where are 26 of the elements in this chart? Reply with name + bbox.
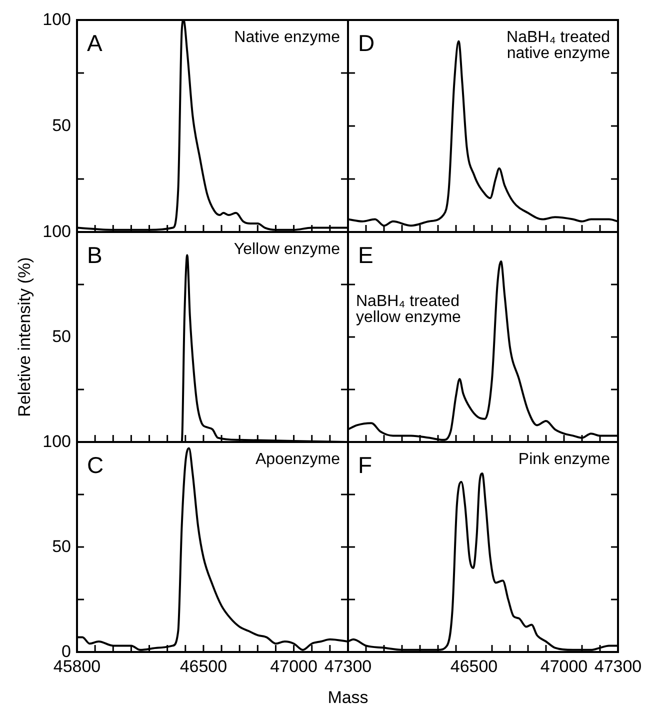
chart-title: B (87, 242, 102, 268)
y-tick-label: 100 (42, 432, 71, 451)
annotation: Apoenzyme (254, 451, 340, 468)
x-tick-label: 47300 (324, 657, 372, 676)
x-tick-label: 47000 (540, 657, 588, 676)
chart-title: E (358, 242, 374, 268)
annotation: Yellow enzyme (232, 241, 340, 258)
chart-title: D (358, 30, 375, 56)
y-tick-label: 50 (52, 537, 71, 556)
y-tick-label: 50 (52, 116, 71, 135)
chart-title: F (358, 452, 372, 478)
chart-title: A (87, 30, 102, 56)
y-tick-label: 100 (42, 10, 71, 29)
chart-title: C (87, 452, 104, 478)
annotation: NaBH₄ treated native enzyme (506, 29, 610, 62)
x-tick-label: 46500 (180, 657, 228, 676)
x-tick-label: 47000 (270, 657, 318, 676)
annotation: NaBH₄ treated yellow enzyme (356, 293, 462, 326)
x-tick-label: 46500 (450, 657, 498, 676)
annotation: Pink enzyme (517, 451, 610, 468)
y-axis-title: Reletive intensity (%) (15, 257, 35, 417)
y-tick-label: 100 (42, 222, 71, 241)
x-tick-label: 47300 (594, 657, 642, 676)
y-tick-label: 50 (52, 327, 71, 346)
annotation: Native enzyme (233, 29, 340, 46)
x-axis-title: Mass (328, 688, 368, 708)
